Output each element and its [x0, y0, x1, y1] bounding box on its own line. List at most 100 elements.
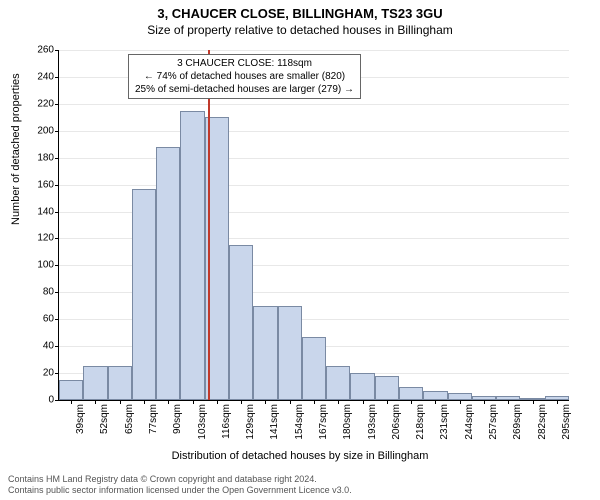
xtick-mark: [144, 400, 145, 404]
xtick-label: 90sqm: [172, 404, 183, 434]
gridline: [59, 158, 569, 159]
gridline: [59, 50, 569, 51]
footer: Contains HM Land Registry data © Crown c…: [8, 474, 352, 496]
xtick-label: 295sqm: [561, 404, 572, 440]
xtick-mark: [338, 400, 339, 404]
xtick-label: 269sqm: [512, 404, 523, 440]
xtick-mark: [314, 400, 315, 404]
xtick-label: 52sqm: [99, 404, 110, 434]
histogram-bar: [448, 393, 472, 400]
xtick-mark: [460, 400, 461, 404]
xtick-mark: [387, 400, 388, 404]
ytick-mark: [55, 346, 59, 347]
histogram-bar: [132, 189, 156, 400]
ytick-mark: [55, 373, 59, 374]
ytick-label: 220: [14, 98, 54, 109]
ytick-mark: [55, 185, 59, 186]
histogram-bar: [278, 306, 302, 400]
xtick-mark: [217, 400, 218, 404]
xtick-label: 167sqm: [318, 404, 329, 440]
histogram-bar: [59, 380, 83, 400]
ytick-mark: [55, 319, 59, 320]
ytick-mark: [55, 77, 59, 78]
xtick-label: 231sqm: [439, 404, 450, 440]
histogram-bar: [375, 376, 399, 400]
ytick-mark: [55, 104, 59, 105]
histogram-bar: [108, 366, 132, 400]
xtick-label: 180sqm: [342, 404, 353, 440]
ytick-label: 200: [14, 125, 54, 136]
page-subtitle: Size of property relative to detached ho…: [0, 21, 600, 37]
xtick-label: 39sqm: [75, 404, 86, 434]
ytick-label: 120: [14, 233, 54, 244]
xtick-label: 257sqm: [488, 404, 499, 440]
histogram-bar: [326, 366, 350, 400]
xtick-mark: [168, 400, 169, 404]
ytick-mark: [55, 50, 59, 51]
xtick-mark: [95, 400, 96, 404]
plot-region: 02040608010012014016018020022024026039sq…: [58, 50, 569, 401]
xtick-mark: [290, 400, 291, 404]
annotation-line2: ← 74% of detached houses are smaller (82…: [135, 70, 354, 83]
ytick-mark: [55, 238, 59, 239]
xtick-label: 141sqm: [269, 404, 280, 440]
xtick-mark: [484, 400, 485, 404]
xtick-label: 65sqm: [124, 404, 135, 434]
histogram-bar: [302, 337, 326, 400]
ytick-mark: [55, 158, 59, 159]
xtick-label: 282sqm: [537, 404, 548, 440]
annotation-line3: 25% of semi-detached houses are larger (…: [135, 83, 354, 96]
histogram-bar: [83, 366, 107, 400]
annotation-line1: 3 CHAUCER CLOSE: 118sqm: [135, 57, 354, 70]
histogram-bar: [350, 373, 374, 400]
xtick-label: 129sqm: [245, 404, 256, 440]
ytick-label: 80: [14, 287, 54, 298]
xtick-label: 206sqm: [391, 404, 402, 440]
xtick-mark: [120, 400, 121, 404]
xtick-mark: [241, 400, 242, 404]
ytick-mark: [55, 400, 59, 401]
histogram-bar: [423, 391, 447, 400]
page-title: 3, CHAUCER CLOSE, BILLINGHAM, TS23 3GU: [0, 0, 600, 21]
xtick-mark: [363, 400, 364, 404]
histogram-bar: [180, 111, 204, 400]
histogram-bar: [156, 147, 180, 400]
xtick-label: 244sqm: [464, 404, 475, 440]
ytick-mark: [55, 265, 59, 266]
xtick-label: 103sqm: [197, 404, 208, 440]
ytick-label: 100: [14, 260, 54, 271]
footer-line2: Contains public sector information licen…: [8, 485, 352, 496]
ytick-label: 40: [14, 341, 54, 352]
ytick-mark: [55, 212, 59, 213]
gridline: [59, 185, 569, 186]
ytick-mark: [55, 292, 59, 293]
property-marker-line: [208, 50, 210, 400]
ytick-label: 60: [14, 314, 54, 325]
annotation-box: 3 CHAUCER CLOSE: 118sqm ← 74% of detache…: [128, 54, 361, 99]
ytick-mark: [55, 131, 59, 132]
ytick-label: 20: [14, 368, 54, 379]
histogram-bar: [229, 245, 253, 400]
chart-area: 02040608010012014016018020022024026039sq…: [58, 50, 568, 400]
xtick-label: 77sqm: [148, 404, 159, 434]
gridline: [59, 131, 569, 132]
ytick-label: 160: [14, 179, 54, 190]
gridline: [59, 104, 569, 105]
xtick-label: 193sqm: [367, 404, 378, 440]
footer-line1: Contains HM Land Registry data © Crown c…: [8, 474, 352, 485]
ytick-label: 140: [14, 206, 54, 217]
xtick-mark: [193, 400, 194, 404]
x-axis-label: Distribution of detached houses by size …: [0, 450, 600, 462]
histogram-bar: [399, 387, 423, 400]
xtick-label: 116sqm: [221, 404, 232, 439]
xtick-mark: [533, 400, 534, 404]
ytick-label: 260: [14, 45, 54, 56]
ytick-label: 240: [14, 71, 54, 82]
histogram-bar: [253, 306, 277, 400]
xtick-mark: [557, 400, 558, 404]
xtick-mark: [411, 400, 412, 404]
xtick-label: 154sqm: [294, 404, 305, 440]
xtick-mark: [435, 400, 436, 404]
xtick-label: 218sqm: [415, 404, 426, 440]
xtick-mark: [265, 400, 266, 404]
